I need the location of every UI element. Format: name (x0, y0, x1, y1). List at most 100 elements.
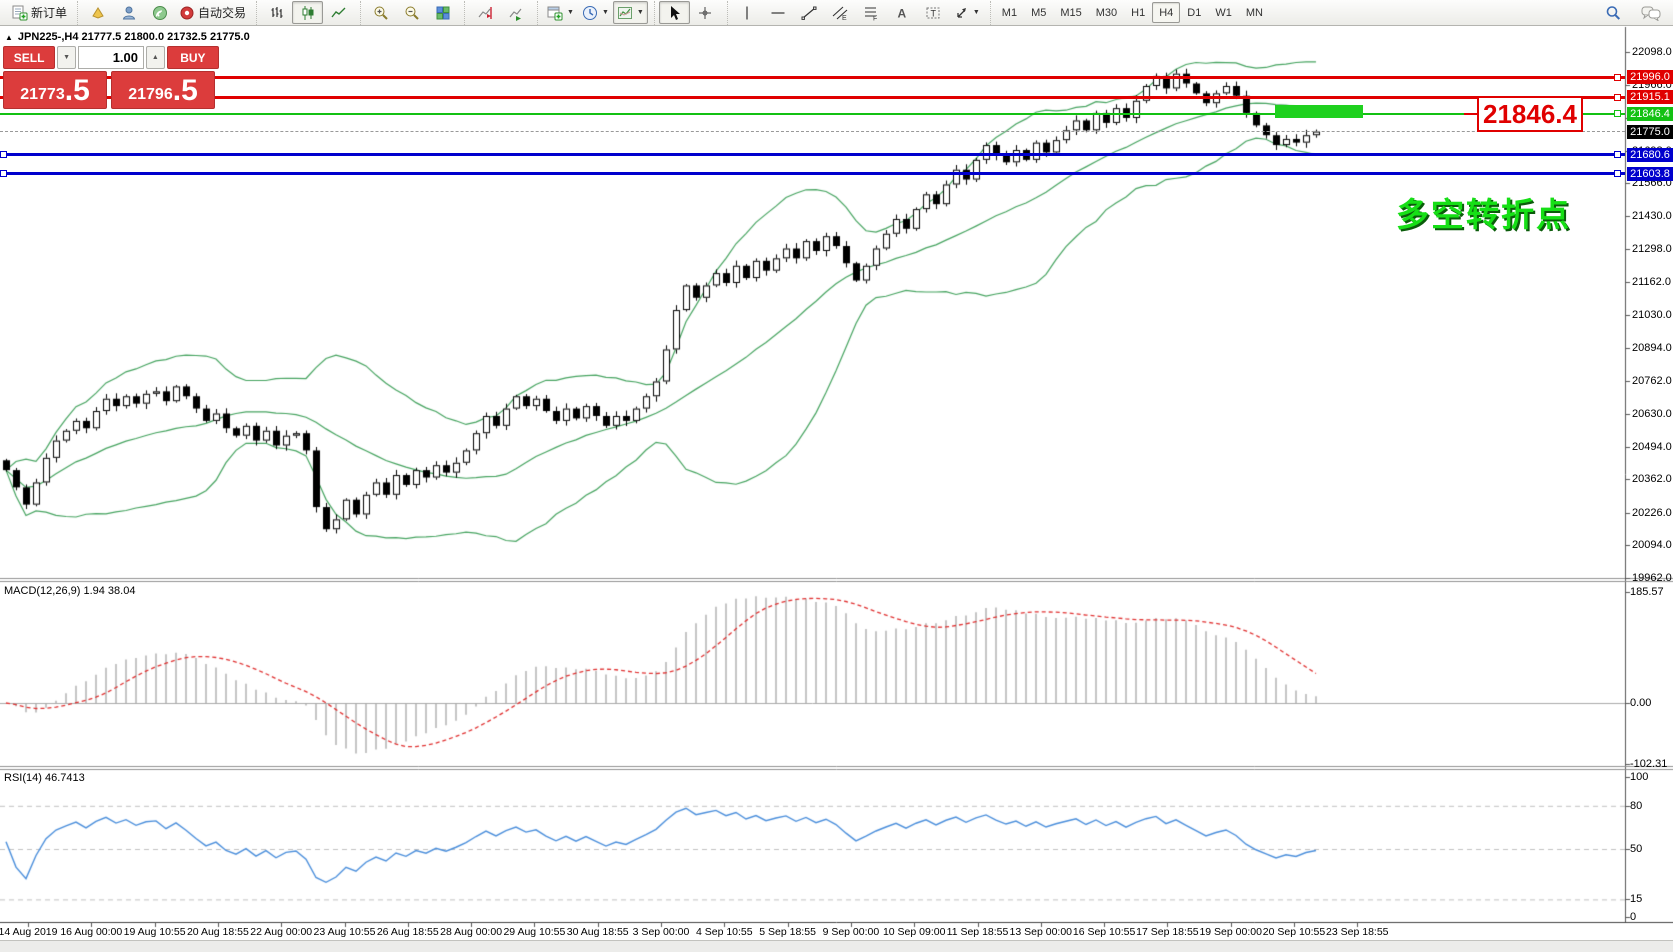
signals-button[interactable] (144, 1, 175, 24)
sell-price-box[interactable]: 21773 .5 (3, 71, 107, 109)
auto-scroll-button[interactable] (500, 1, 531, 24)
timeframe-m5[interactable]: M5 (1031, 6, 1047, 19)
sell-price-main: 21773 (20, 86, 65, 103)
zoom-out-button[interactable] (396, 1, 427, 24)
channel-button[interactable]: E (825, 1, 856, 24)
level-line-handle[interactable] (0, 151, 7, 159)
timeframe-m15[interactable]: M15 (1060, 6, 1082, 19)
time-axis-label: 19 Sep 00:00 (1199, 926, 1262, 938)
time-axis-label: 17 Sep 18:55 (1136, 926, 1199, 938)
styler-icon (90, 5, 106, 21)
auto-scroll-icon (508, 5, 524, 21)
bars-button[interactable] (261, 1, 292, 24)
chevron-down-icon[interactable]: ▼ (636, 9, 644, 16)
volume-decrease-button[interactable]: ▼ (57, 46, 76, 69)
crosshair-button[interactable] (690, 1, 721, 24)
horizontal-level-line[interactable] (0, 131, 1625, 133)
toolbar-right (1598, 1, 1670, 24)
trendline-button[interactable] (794, 1, 825, 24)
chevron-down-icon[interactable]: ▼ (601, 9, 609, 16)
shift-end-button[interactable] (469, 1, 500, 24)
current-price-axis-label: 21775.0 (1627, 124, 1673, 139)
horizontal-level-line[interactable] (0, 95, 1625, 99)
buy-button[interactable]: BUY (166, 46, 219, 69)
buy-price-main: 21796 (128, 86, 173, 103)
arrows-icon (953, 5, 969, 21)
timeframe-h1[interactable]: H1 (1131, 6, 1146, 19)
time-axis-label: 11 Sep 18:55 (946, 926, 1009, 938)
template-button[interactable]: ▼ (612, 1, 648, 24)
buy-price-box[interactable]: 21796 .5 (111, 71, 215, 109)
toolbar-group (653, 0, 725, 25)
level-line-handle[interactable] (1614, 110, 1621, 118)
toolbar-group: ▼ ▼ ▼ (537, 0, 652, 25)
chat-button[interactable] (1635, 1, 1666, 24)
horizontal-level-line[interactable] (0, 75, 1625, 79)
search-button[interactable] (1598, 1, 1629, 24)
rsi-tick-label: 50 (1630, 843, 1643, 855)
timeframe-d1[interactable]: D1 (1187, 6, 1202, 19)
candles-icon (300, 5, 316, 21)
chevron-down-icon[interactable]: ▼ (972, 9, 980, 16)
styler-button[interactable] (82, 1, 113, 24)
level-line-handle[interactable] (1614, 73, 1621, 81)
time-axis-label: 3 Sep 00:00 (632, 926, 690, 938)
fibo-button[interactable]: F (856, 1, 887, 24)
signals-icon (152, 5, 168, 21)
one-click-trade-panel: SELL ▼ ▲ BUY 21773 .5 21796 .5 (3, 46, 219, 109)
price-tick-label: 20762.0 (1632, 374, 1672, 387)
search-icon (1605, 5, 1622, 21)
level-line-handle[interactable] (1614, 170, 1621, 178)
zoom-in-button[interactable] (365, 1, 396, 24)
horizontal-level-line[interactable] (0, 172, 1625, 176)
horizontal-level-line[interactable] (0, 153, 1625, 157)
profile-button[interactable] (113, 1, 144, 24)
horizontal-level-line[interactable] (0, 112, 1625, 115)
autotrading-button[interactable]: 自动交易 (175, 1, 250, 24)
rsi-tick-label: 100 (1630, 771, 1649, 783)
timeframe-m30[interactable]: M30 (1095, 6, 1118, 19)
period-button[interactable]: ▼ (578, 1, 613, 24)
line-chart-button[interactable] (323, 1, 354, 24)
level-line-handle[interactable] (1614, 151, 1621, 159)
timeframe-h4[interactable]: H4 (1152, 2, 1181, 23)
level-line-handle[interactable] (1614, 93, 1621, 101)
chevron-down-icon[interactable]: ▼ (567, 9, 574, 16)
text-label-button[interactable]: T (918, 1, 949, 24)
volume-input[interactable] (78, 46, 144, 69)
timeframe-m1[interactable]: M1 (1001, 6, 1018, 19)
sell-button[interactable]: SELL (3, 46, 56, 69)
level-axis-label: 21846.4 (1627, 106, 1673, 121)
macd-indicator-label: MACD(12,26,9) 1.94 38.04 (4, 585, 136, 597)
macd-tick-label: -102.31 (1630, 758, 1668, 771)
volume-increase-button[interactable]: ▲ (146, 46, 165, 69)
collapse-trade-panel-icon[interactable]: ▲ (5, 32, 13, 42)
price-tick-label: 20362.0 (1632, 473, 1672, 486)
rsi-indicator-label: RSI(14) 46.7413 (4, 772, 85, 784)
hline-button[interactable] (763, 1, 794, 24)
toolbar-group: 自动交易 (77, 0, 254, 25)
level-line-handle[interactable] (0, 170, 7, 178)
buy-price-frac: .5 (172, 74, 198, 107)
new-order-button[interactable]: 新订单 (7, 1, 71, 24)
arrows-button[interactable]: ▼ (949, 1, 984, 24)
time-axis-label: 16 Sep 10:55 (1072, 926, 1136, 938)
timeframe-w1[interactable]: W1 (1215, 6, 1232, 19)
new-chart-button[interactable]: ▼ (542, 1, 578, 24)
toolbar-group (360, 0, 462, 25)
price-tick-label: 20226.0 (1632, 506, 1672, 519)
vline-button[interactable] (732, 1, 763, 24)
price-tick-label: 20494.0 (1632, 440, 1672, 453)
timeframe-mn[interactable]: MN (1245, 6, 1263, 19)
tile-windows-button[interactable] (427, 1, 458, 24)
time-axis-label: 22 Aug 00:00 (250, 926, 313, 938)
text-button[interactable]: A (887, 1, 918, 24)
candles-button[interactable] (292, 1, 324, 24)
cursor-button[interactable] (658, 1, 690, 24)
price-callout-box[interactable]: 21846.4 (1477, 96, 1583, 132)
highlight-rectangle-annotation[interactable] (1275, 105, 1363, 118)
zoom-out-icon (404, 5, 420, 21)
price-tick-label: 20894.0 (1632, 342, 1672, 355)
chinese-annotation[interactable]: 多空转折点 (1396, 196, 1571, 233)
